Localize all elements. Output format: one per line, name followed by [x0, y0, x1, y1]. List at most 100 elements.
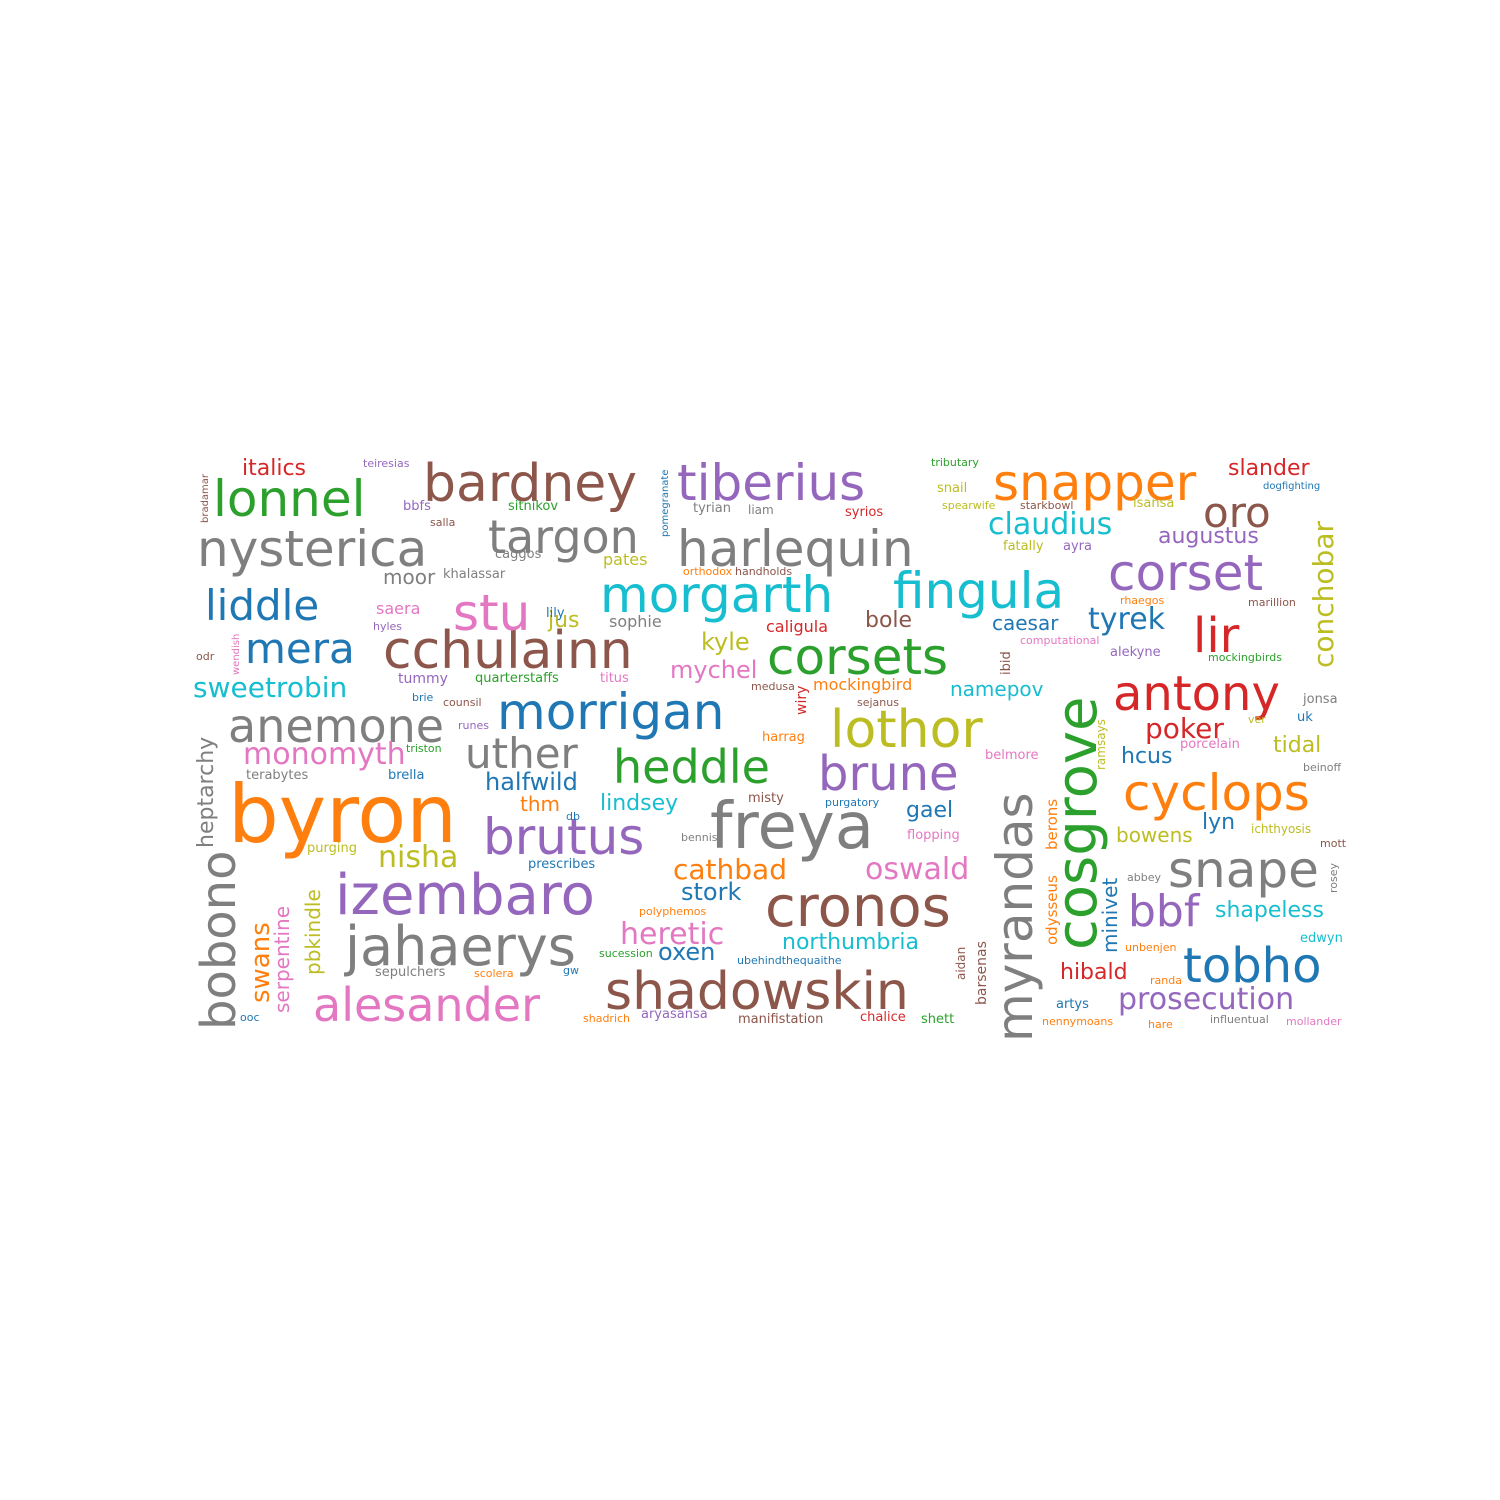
cloud-word-brella: brella: [388, 768, 425, 783]
cloud-word-dogfighting: dogfighting: [1263, 481, 1321, 492]
cloud-word-stork: stork: [681, 878, 742, 906]
cloud-word-serpentine: serpentine: [270, 905, 294, 1013]
cloud-word-hyles: hyles: [373, 620, 403, 633]
cloud-word-augustus: augustus: [1158, 524, 1259, 549]
cloud-word-randa: randa: [1150, 974, 1182, 987]
cloud-word-corsets: corsets: [767, 628, 949, 686]
cloud-word-mera: mera: [245, 624, 355, 673]
cloud-word-brie: brie: [412, 691, 434, 704]
cloud-word-prescribes: prescribes: [528, 857, 596, 872]
cloud-word-lyn: lyn: [1202, 810, 1236, 835]
cloud-word-ibid: ibid: [999, 651, 1014, 675]
cloud-word-terabytes: terabytes: [246, 768, 309, 783]
cloud-word-aryasansa: aryasansa: [641, 1007, 708, 1022]
cloud-word-bobono: bobono: [191, 850, 247, 1030]
cloud-word-jus: jus: [548, 608, 580, 633]
cloud-word-alesander: alesander: [313, 978, 540, 1032]
cloud-word-lothor: lothor: [830, 700, 983, 760]
cloud-word-tributary: tributary: [931, 456, 979, 469]
cloud-word-nennymoans: nennymoans: [1042, 1015, 1114, 1028]
cloud-word-lindsey: lindsey: [600, 791, 679, 816]
cloud-word-stu: stu: [453, 584, 531, 642]
cloud-word-caesar: caesar: [992, 611, 1059, 635]
cloud-word-gw: gw: [563, 964, 579, 977]
cloud-word-tummy: tummy: [398, 671, 448, 687]
cloud-word-ayra: ayra: [1063, 539, 1092, 554]
cloud-word-chalice: chalice: [860, 1010, 906, 1025]
cloud-word-heretic: heretic: [620, 917, 725, 952]
cloud-word-morrigan: morrigan: [497, 683, 725, 741]
cloud-word-oswald: oswald: [865, 852, 970, 887]
cloud-word-shapeless: shapeless: [1215, 898, 1324, 923]
cloud-word-fingula: fingula: [893, 562, 1065, 620]
cloud-word-porcelain: porcelain: [1180, 737, 1240, 752]
cloud-word-corset: corset: [1108, 544, 1264, 602]
cloud-word-triston: triston: [406, 742, 442, 755]
cloud-word-tidal: tidal: [1273, 733, 1322, 758]
cloud-word-nysterica: nysterica: [197, 520, 428, 578]
cloud-word-anemone: anemone: [228, 699, 445, 753]
cloud-word-targon: targon: [488, 510, 639, 564]
cloud-word-rosey: rosey: [1327, 862, 1340, 893]
cloud-word-mott: mott: [1320, 837, 1347, 850]
cloud-word-liddle: liddle: [205, 581, 320, 630]
cloud-word-monomyth: monomyth: [243, 737, 406, 772]
cloud-word-influentual: influentual: [1210, 1013, 1269, 1026]
cloud-word-ver: ver: [1248, 713, 1266, 726]
cloud-word-tobho: tobho: [1183, 938, 1322, 994]
cloud-word-bennis: bennis: [681, 831, 718, 844]
cloud-word-computational: computational: [1020, 634, 1100, 647]
cloud-word-nisha: nisha: [378, 840, 459, 875]
cloud-word-ichthyosis: ichthyosis: [1251, 822, 1312, 836]
cloud-word-heptarchy: heptarchy: [194, 736, 219, 848]
cloud-word-cchulainn: cchulainn: [383, 621, 633, 681]
cloud-word-prosecution: prosecution: [1118, 982, 1295, 1017]
cloud-word-wendish: wendish: [231, 633, 242, 675]
cloud-word-hare: hare: [1148, 1018, 1173, 1031]
cloud-word-liam: liam: [748, 503, 774, 517]
cloud-word-marillion: marillion: [1248, 596, 1296, 609]
cloud-word-izembaro: izembaro: [335, 863, 595, 928]
cloud-word-mockingbird: mockingbird: [813, 675, 913, 694]
cloud-word-ooc: ooc: [240, 1011, 260, 1024]
cloud-word-handholds: handholds: [735, 565, 793, 578]
cloud-word-mychel: mychel: [670, 656, 758, 684]
cloud-word-pomegranate: pomegranate: [660, 469, 671, 538]
cloud-word-bbfs: bbfs: [403, 499, 431, 514]
cloud-word-edwyn: edwyn: [1300, 931, 1343, 946]
cloud-word-aidan: aidan: [954, 946, 968, 980]
cloud-word-uk: uk: [1297, 710, 1313, 725]
cloud-word-medusa: medusa: [751, 680, 795, 693]
cloud-word-shett: shett: [921, 1012, 955, 1027]
cloud-word-harlequin: harlequin: [677, 520, 914, 578]
cloud-word-runes: runes: [458, 719, 489, 732]
cloud-word-scolera: scolera: [474, 967, 514, 980]
cloud-word-jahaerys: jahaerys: [345, 915, 576, 978]
cloud-word-khalassar: khalassar: [443, 567, 506, 582]
cloud-word-uther: uther: [465, 729, 578, 778]
cloud-word-polyphemos: polyphemos: [639, 905, 707, 918]
cloud-word-abbey: abbey: [1127, 871, 1161, 884]
cloud-word-hibald: hibald: [1060, 960, 1128, 985]
cloud-word-quarterstaffs: quarterstaffs: [475, 671, 559, 686]
cloud-word-beinoff: beinoff: [1303, 761, 1342, 774]
cloud-word-titus: titus: [600, 671, 629, 686]
cloud-word-artys: artys: [1056, 997, 1089, 1012]
cloud-word-brutus: brutus: [483, 808, 645, 866]
cloud-word-oro: oro: [1203, 488, 1271, 537]
cloud-word-sepulchers: sepulchers: [375, 965, 446, 980]
cloud-word-bole: bole: [865, 608, 913, 633]
cloud-word-sucession: sucession: [599, 947, 653, 960]
cloud-word-sophie: sophie: [609, 612, 662, 631]
cloud-word-shadowskin: shadowskin: [605, 962, 909, 1022]
cloud-word-ramsays: ramsays: [1094, 719, 1108, 770]
cloud-word-rhaegos: rhaegos: [1120, 594, 1165, 607]
cloud-word-pbkindle: pbkindle: [301, 889, 325, 975]
cloud-word-manifistation: manifistation: [738, 1012, 824, 1027]
cloud-word-cyclops: cyclops: [1123, 764, 1310, 822]
cloud-word-teiresias: teiresias: [363, 457, 410, 470]
cloud-word-hcus: hcus: [1121, 744, 1173, 769]
cloud-word-orthodox: orthodox: [683, 565, 733, 578]
cloud-word-salla: salla: [430, 516, 456, 529]
